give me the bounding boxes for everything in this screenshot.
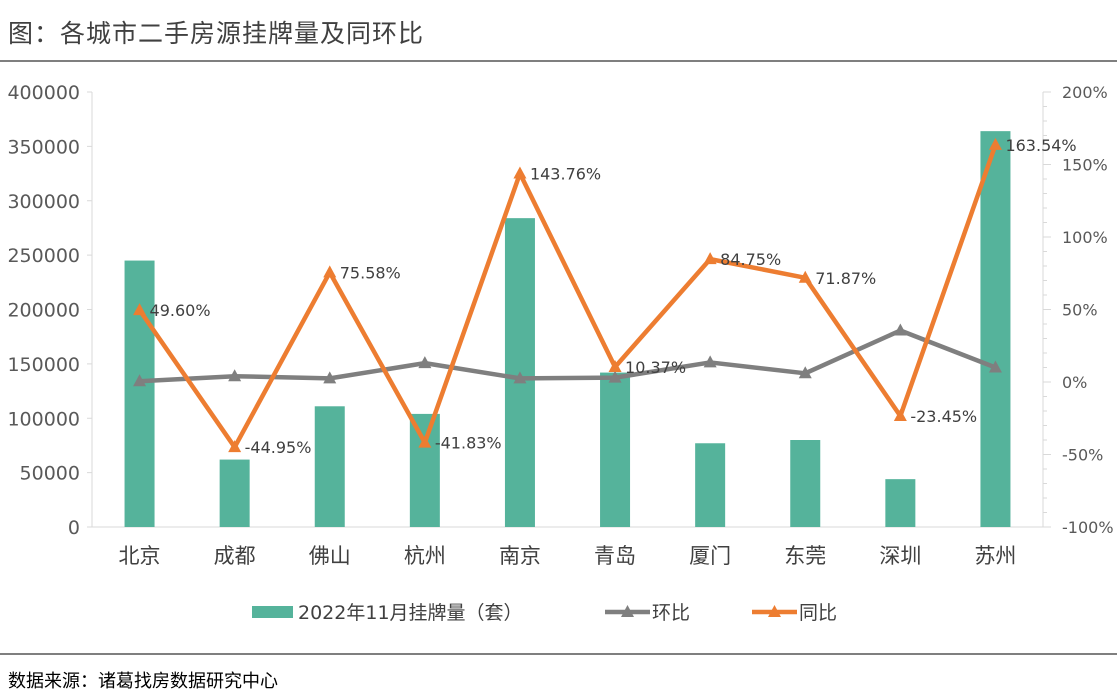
y-right-tick-label: 0% — [1062, 373, 1087, 392]
y-right-tick-label: -50% — [1062, 446, 1103, 465]
legend-mom-marker — [621, 605, 634, 617]
bar-8 — [790, 440, 821, 527]
x-tick-label: 杭州 — [404, 544, 446, 568]
y-left-tick-label: 400000 — [7, 82, 80, 104]
bar-6 — [600, 372, 631, 527]
mom-marker — [513, 371, 527, 384]
x-tick-label: 北京 — [119, 544, 161, 568]
yoy-marker — [418, 435, 432, 448]
yoy-data-label: 71.87% — [815, 269, 876, 288]
y-right-tick-label: 100% — [1062, 228, 1108, 247]
y-left-tick-label: 150000 — [7, 354, 80, 376]
y-left-tick-label: 100000 — [7, 408, 80, 430]
yoy-data-label: 84.75% — [720, 250, 781, 269]
bar-2 — [219, 459, 250, 527]
yoy-data-label: 10.37% — [625, 358, 686, 377]
mom-marker — [798, 366, 812, 379]
yoy-marker — [893, 409, 907, 422]
x-tick-label: 东莞 — [784, 544, 826, 568]
legend-bar-label: 2022年11月挂牌量（套） — [298, 602, 523, 624]
x-tick-label: 成都 — [214, 544, 256, 568]
x-tick-label: 青岛 — [594, 544, 636, 568]
source-divider — [0, 653, 1117, 655]
mom-marker — [703, 355, 717, 368]
x-tick-label: 南京 — [499, 544, 541, 568]
y-left-tick-label: 250000 — [7, 245, 80, 267]
mom-marker — [988, 360, 1002, 373]
yoy-marker — [798, 270, 812, 283]
legend-mom-label: 环比 — [652, 602, 690, 624]
y-right-tick-label: -100% — [1062, 518, 1114, 537]
title-divider — [0, 60, 1117, 62]
chart: 0 50000 100000 150000 200000 250000 300000 3500… — [7, 82, 1114, 624]
legend-bar-swatch — [252, 606, 293, 618]
yoy-data-label: -23.45% — [910, 407, 977, 426]
yoy-marker — [133, 303, 147, 316]
x-tick-label: 厦门 — [689, 544, 731, 568]
x-tick-label: 深圳 — [879, 544, 921, 568]
yoy-data-label: -44.95% — [245, 438, 312, 457]
yoy-data-label: 75.58% — [340, 263, 401, 282]
legend-yoy-marker — [768, 605, 781, 617]
y-left-tick-label: 200000 — [7, 300, 80, 322]
y-left-tick-label: 0 — [68, 517, 80, 539]
yoy-marker — [608, 359, 622, 372]
legend-yoy-label: 同比 — [799, 602, 837, 624]
yoy-data-label: 49.60% — [150, 301, 211, 320]
y-right-tick-label: 50% — [1062, 301, 1098, 320]
source-note: 数据来源：诸葛找房数据研究中心 — [8, 671, 278, 692]
y-right-tick-label: 150% — [1062, 156, 1108, 175]
y-left-tick-label: 300000 — [7, 191, 80, 213]
yoy-data-label: 143.76% — [530, 165, 601, 184]
mom-line — [139, 328, 997, 384]
yoy-marker — [513, 166, 527, 179]
mom-marker — [893, 323, 907, 336]
yoy-data-label: 163.54% — [1005, 136, 1076, 155]
mom-marker — [323, 371, 337, 384]
bar-4 — [409, 413, 440, 527]
bar-10 — [980, 131, 1011, 527]
chart-title: 图：各城市二手房源挂牌量及同环比 — [8, 19, 425, 48]
x-tick-label: 苏州 — [974, 544, 1016, 568]
yoy-line — [137, 144, 998, 450]
mom-marker — [418, 356, 432, 369]
mom-marker — [608, 370, 622, 383]
bar-3 — [314, 406, 345, 527]
y-right-tick-label: 200% — [1062, 83, 1108, 102]
yoy-marker — [703, 252, 717, 265]
x-tick-label: 佛山 — [309, 544, 351, 568]
y-left-tick-label: 50000 — [20, 463, 80, 485]
y-left-tick-label: 350000 — [7, 136, 80, 158]
yoy-marker — [323, 265, 337, 278]
bar-7 — [695, 443, 726, 527]
yoy-marker — [228, 440, 242, 453]
mom-marker — [133, 374, 147, 387]
yoy-marker — [988, 137, 1002, 150]
yoy-data-label: -41.83% — [435, 434, 502, 453]
bar-9 — [885, 479, 916, 527]
mom-marker — [228, 369, 242, 382]
